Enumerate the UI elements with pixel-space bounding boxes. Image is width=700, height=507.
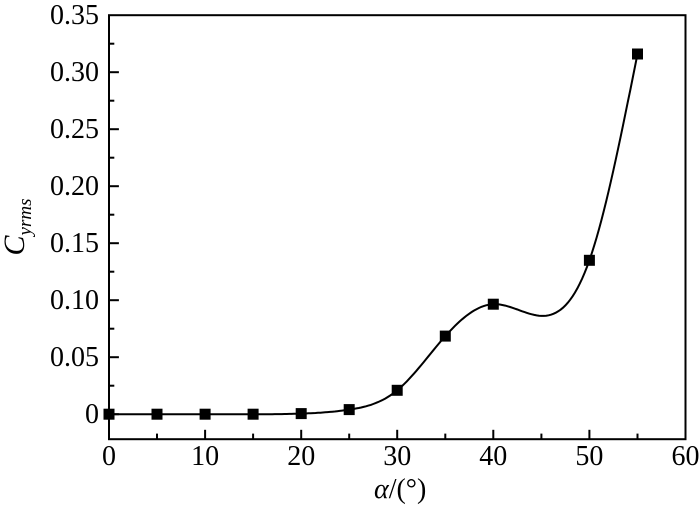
svg-text:0.25: 0.25 [50,114,99,145]
svg-text:40: 40 [479,441,507,472]
svg-text:0.30: 0.30 [50,57,99,88]
svg-text:Cyrms: Cyrms [0,199,36,256]
svg-text:0.10: 0.10 [50,285,99,316]
svg-text:30: 30 [383,441,411,472]
svg-text:0.20: 0.20 [50,171,99,202]
svg-text:20: 20 [287,441,315,472]
svg-text:10: 10 [191,441,219,472]
svg-text:60: 60 [672,441,700,472]
svg-text:0.05: 0.05 [50,342,99,373]
svg-text:0: 0 [85,399,99,430]
svg-text:α/(°): α/(°) [374,474,426,505]
svg-text:0.15: 0.15 [50,228,99,259]
svg-text:50: 50 [575,441,603,472]
svg-text:0.35: 0.35 [50,0,99,31]
svg-text:0: 0 [102,441,116,472]
